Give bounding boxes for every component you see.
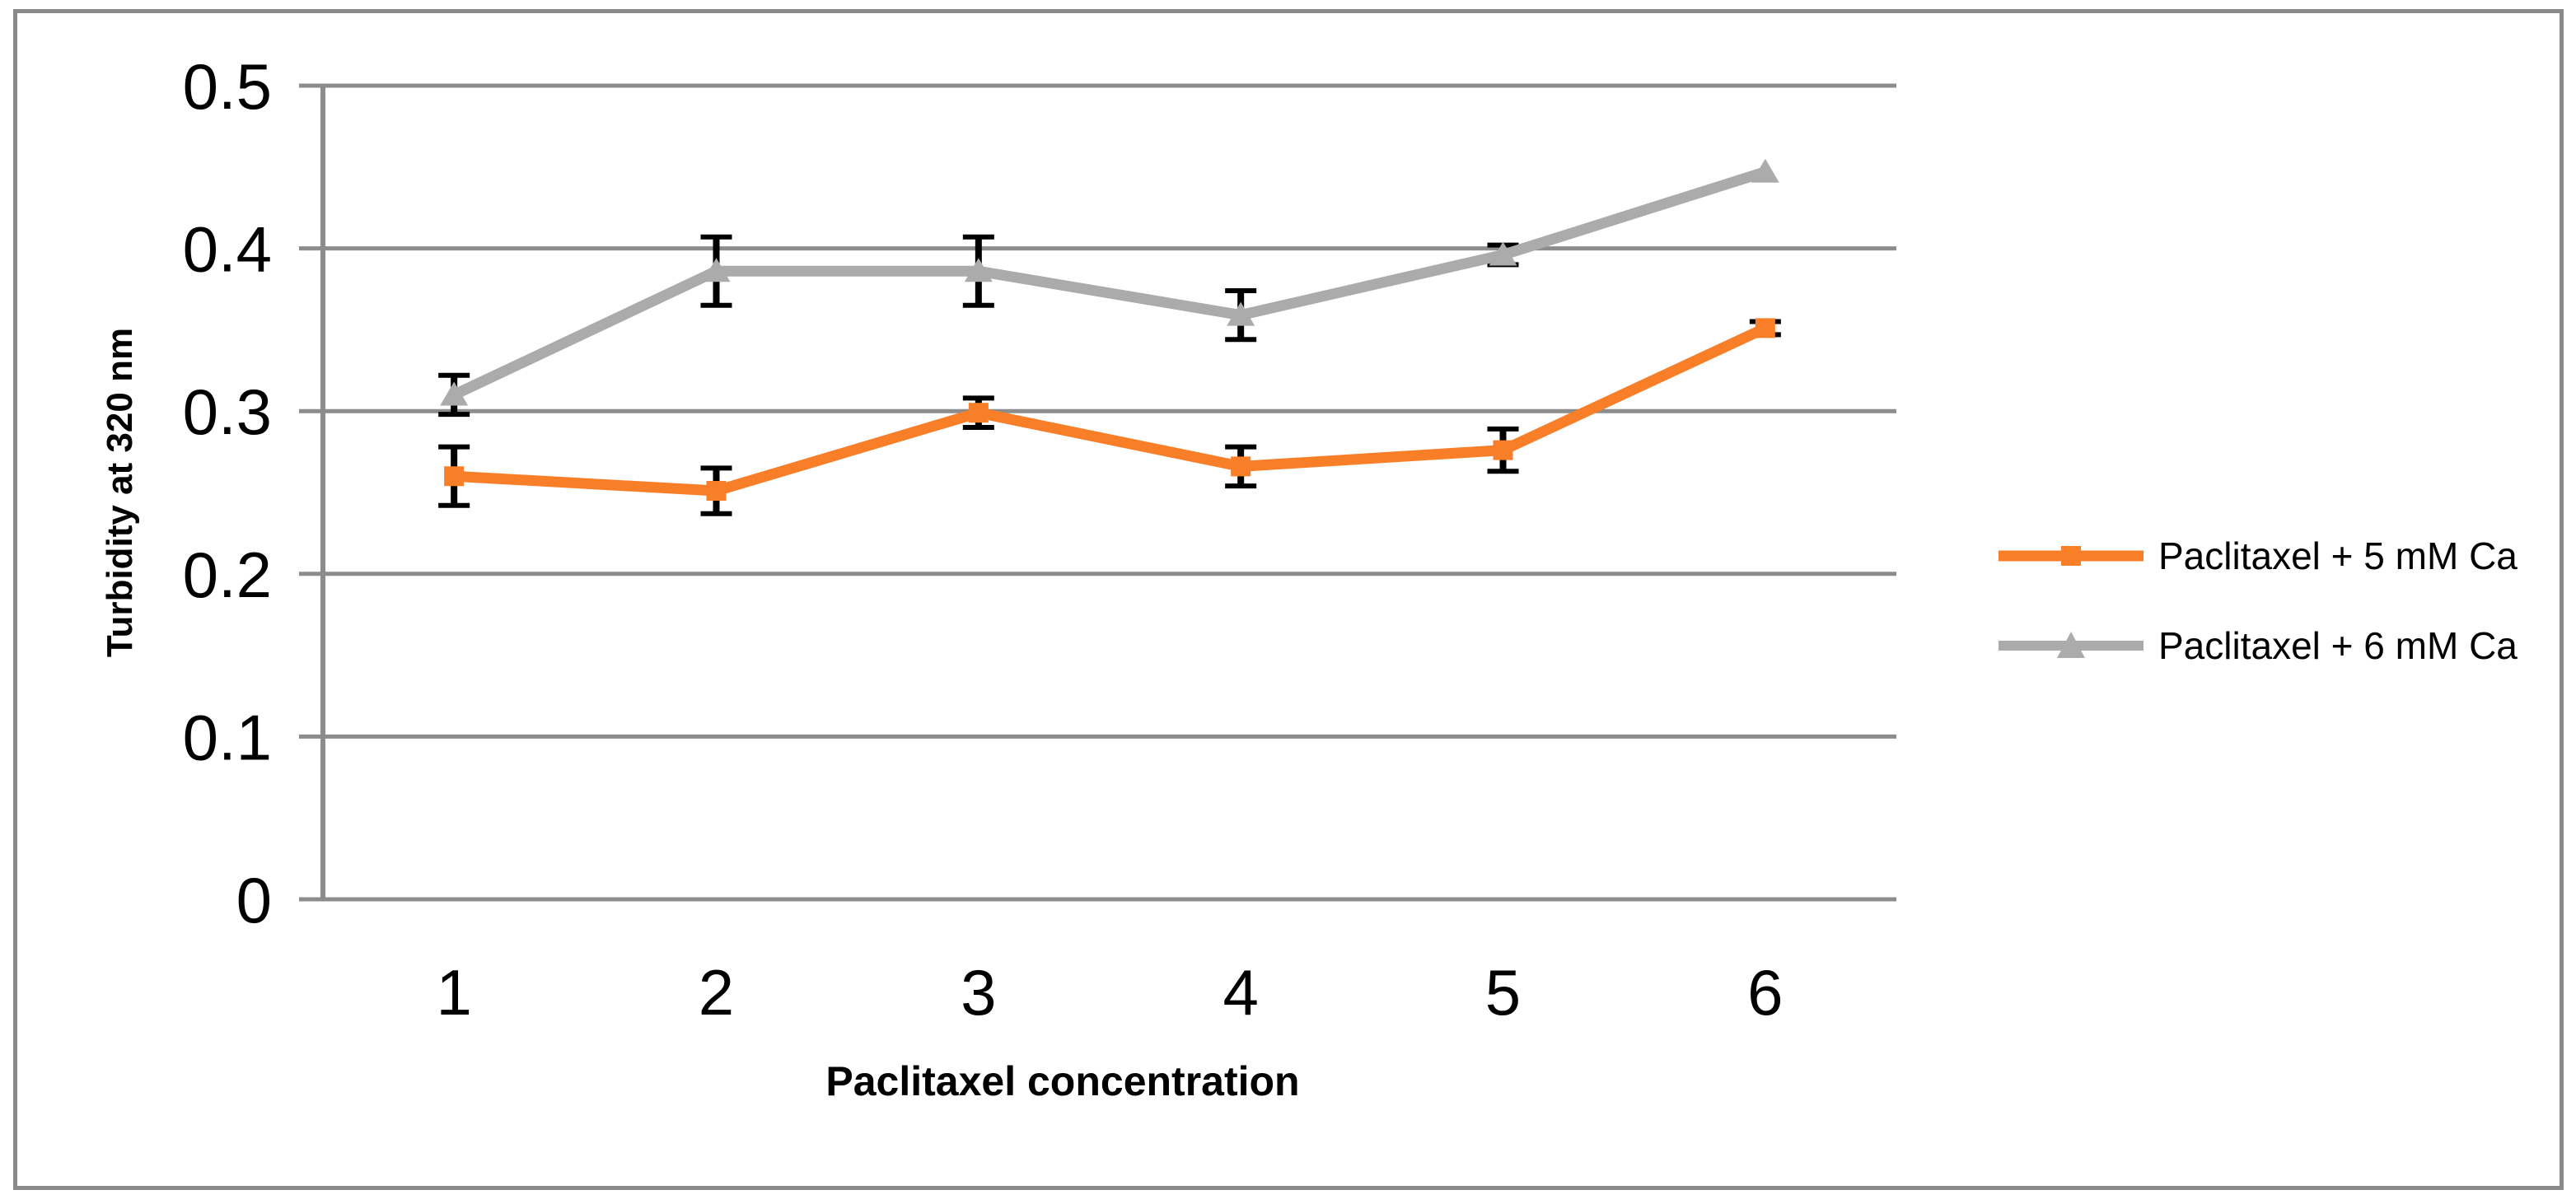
data-point-triangle-marker bbox=[1227, 301, 1255, 326]
x-tick-label: 4 bbox=[1223, 956, 1258, 1029]
data-point-triangle-marker bbox=[964, 258, 993, 282]
y-tick-label: 0.4 bbox=[183, 213, 272, 286]
x-tick-label: 5 bbox=[1485, 956, 1521, 1029]
legend-swatch-square-line-icon bbox=[1999, 546, 2144, 566]
x-tick-label: 2 bbox=[699, 956, 734, 1029]
y-tick-label: 0.1 bbox=[183, 701, 272, 773]
axis-layer: 0 0.1 0.2 0.3 0.4 0.5 1 2 3 4 5 6 bbox=[183, 50, 1784, 1029]
data-point-square-marker bbox=[444, 466, 465, 487]
data-point-square-marker bbox=[1493, 440, 1513, 460]
legend-label: Paclitaxel + 6 mM Ca bbox=[2158, 624, 2518, 667]
data-point-square-marker bbox=[968, 403, 989, 423]
series-0 bbox=[438, 318, 1781, 516]
data-point-square-marker bbox=[706, 481, 727, 502]
y-tick-label: 0 bbox=[236, 864, 272, 936]
series-1 bbox=[438, 158, 1779, 418]
y-tick-label: 0.3 bbox=[183, 376, 272, 448]
data-point-square-marker bbox=[1231, 456, 1251, 477]
y-tick-label: 0.2 bbox=[183, 539, 272, 611]
series-line bbox=[451, 166, 1767, 400]
data-point-triangle-marker bbox=[702, 258, 731, 282]
data-point-triangle-marker bbox=[440, 381, 469, 406]
data-point-triangle-marker bbox=[1489, 241, 1517, 266]
series-line bbox=[453, 323, 1768, 497]
data-point-square-marker bbox=[1755, 318, 1775, 338]
y-tick-label: 0.5 bbox=[183, 50, 272, 123]
grid-layer bbox=[299, 83, 1896, 902]
legend-item-paclitaxel-5mm-ca: Paclitaxel + 5 mM Ca bbox=[1997, 531, 2518, 581]
x-tick-label: 3 bbox=[961, 956, 996, 1029]
x-tick-label: 6 bbox=[1747, 956, 1783, 1029]
legend-item-paclitaxel-6mm-ca: Paclitaxel + 6 mM Ca bbox=[1997, 621, 2518, 670]
series-layer bbox=[438, 158, 1781, 516]
x-axis-title: Paclitaxel concentration bbox=[825, 1058, 1299, 1104]
y-axis-title: Turbidity at 320 nm bbox=[100, 328, 140, 657]
legend-label: Paclitaxel + 5 mM Ca bbox=[2158, 534, 2518, 577]
x-tick-label: 1 bbox=[436, 956, 471, 1029]
data-point-triangle-marker bbox=[1751, 158, 1779, 183]
legend-swatch-triangle-line-icon bbox=[1999, 632, 2144, 658]
